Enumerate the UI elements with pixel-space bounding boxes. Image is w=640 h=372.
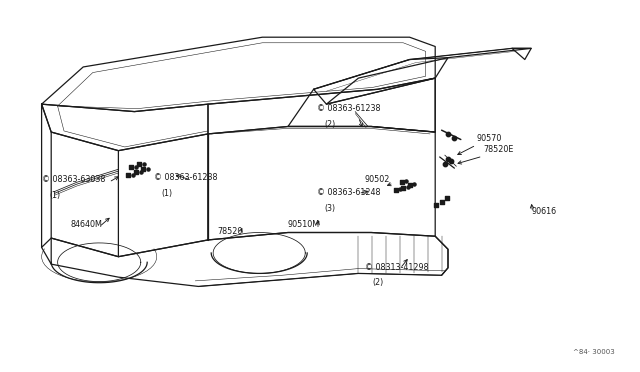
Text: ^84· 30003: ^84· 30003 — [573, 349, 614, 355]
Text: 90616: 90616 — [531, 207, 556, 216]
Text: 78520E: 78520E — [483, 145, 513, 154]
Text: 78520: 78520 — [218, 227, 243, 236]
Text: 90510M: 90510M — [288, 220, 320, 229]
Point — [436, 199, 447, 205]
Text: 90502: 90502 — [365, 175, 390, 184]
Point — [126, 164, 136, 170]
Point — [139, 161, 149, 167]
Point — [446, 158, 456, 164]
Point — [431, 202, 442, 208]
Text: (1): (1) — [49, 191, 60, 200]
Text: (1): (1) — [161, 189, 172, 198]
Point — [401, 178, 412, 184]
Point — [442, 195, 452, 201]
Point — [131, 169, 141, 175]
Point — [134, 161, 144, 167]
Point — [390, 187, 401, 193]
Text: (2): (2) — [372, 278, 384, 287]
Point — [398, 185, 408, 191]
Point — [443, 156, 453, 162]
Text: © 08363-61238: © 08363-61238 — [154, 173, 217, 182]
Point — [397, 179, 407, 185]
Text: 84640M: 84640M — [70, 220, 102, 229]
Text: (2): (2) — [324, 120, 336, 129]
Text: 90570: 90570 — [477, 134, 502, 143]
Text: © 08363-61248: © 08363-61248 — [317, 188, 380, 197]
Point — [403, 184, 413, 190]
Point — [440, 161, 450, 167]
Point — [131, 164, 141, 170]
Point — [404, 182, 415, 188]
Text: © 08363-61238: © 08363-61238 — [317, 105, 380, 113]
Text: (3): (3) — [324, 204, 335, 213]
Point — [136, 169, 146, 175]
Point — [443, 131, 453, 137]
Point — [409, 181, 419, 187]
Point — [128, 172, 138, 178]
Text: © 08363-63038: © 08363-63038 — [42, 175, 105, 184]
Point — [449, 135, 460, 141]
Point — [123, 172, 133, 178]
Point — [143, 166, 154, 172]
Point — [138, 166, 148, 172]
Point — [395, 186, 405, 192]
Text: © 08313-41298: © 08313-41298 — [365, 263, 428, 272]
